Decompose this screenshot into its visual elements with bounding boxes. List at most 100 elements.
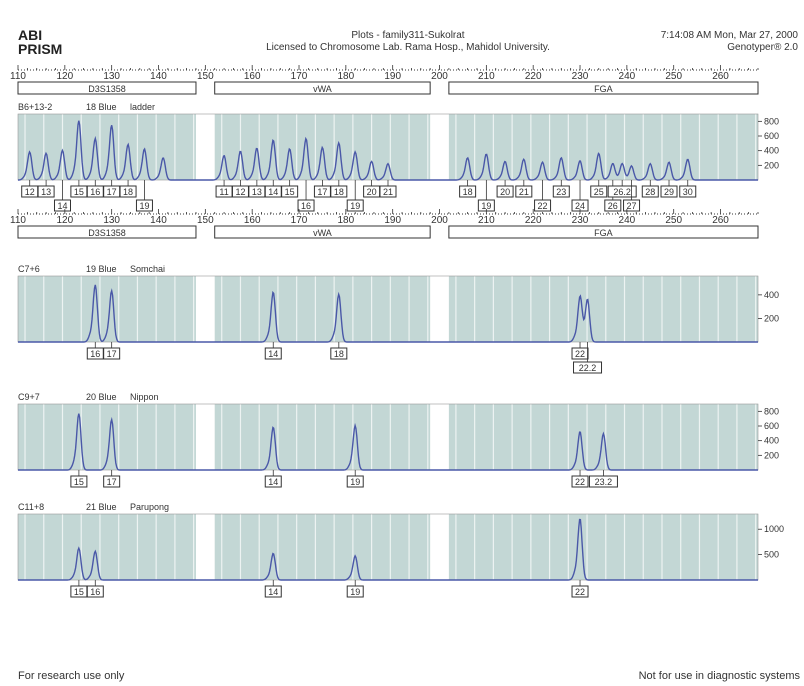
allele-call-box xyxy=(571,475,589,488)
allele-call-label: 13 xyxy=(252,187,262,197)
x-tick-label: 190 xyxy=(384,215,401,226)
allele-call-box xyxy=(459,185,477,198)
allele-call-box xyxy=(679,185,697,198)
allele-call-box xyxy=(346,585,364,598)
x-tick-label: 150 xyxy=(197,71,214,82)
sample-lane: 21 Blue xyxy=(86,502,117,512)
allele-call-label: 11 xyxy=(219,187,228,197)
sample-panel-1: B6+13-2 18 Blue ladder 800 600 400 200 12 13 14 15… xyxy=(17,102,779,212)
allele-call-box xyxy=(573,361,603,374)
allele-call-label: 12 xyxy=(235,187,245,197)
allele-call-label: 18 xyxy=(123,187,133,197)
bin-shading xyxy=(448,276,758,342)
x-tick-label: 250 xyxy=(665,71,682,82)
allele-call-label: 17 xyxy=(107,187,117,197)
allele-call-label: 12 xyxy=(25,187,35,197)
bin-shading xyxy=(448,404,758,470)
allele-call-box xyxy=(607,185,637,198)
allele-call-label: 14 xyxy=(268,187,278,197)
allele-call-label: 16 xyxy=(90,587,100,597)
allele-call-label: 26.2 xyxy=(613,187,631,197)
allele-call-box xyxy=(119,185,137,198)
allele-call-label: 28 xyxy=(645,187,655,197)
allele-call-box xyxy=(86,585,104,598)
x-tick-label: 200 xyxy=(431,215,448,226)
allele-call-label: 16 xyxy=(301,201,311,211)
x-tick-label: 180 xyxy=(338,71,355,82)
bin-shading xyxy=(448,114,758,180)
allele-call-label: 20 xyxy=(500,187,510,197)
x-tick-label: 220 xyxy=(525,215,542,226)
sample-name: Nippon xyxy=(130,392,159,402)
allele-call-label: 14 xyxy=(268,349,278,359)
allele-call-label: 23.2 xyxy=(595,477,613,487)
x-tick-label: 230 xyxy=(572,215,589,226)
sample-id: C9+7 xyxy=(18,392,40,402)
allele-call-label: 19 xyxy=(481,201,491,211)
allele-call-label: 25 xyxy=(594,187,604,197)
allele-call-label: 15 xyxy=(285,187,295,197)
sample-panel-2: C7+6 19 Blue Somchai 400 200 16 17 14 18 22 22.2 xyxy=(17,264,779,374)
allele-call-box xyxy=(37,185,55,198)
allele-call-label: 17 xyxy=(317,187,327,197)
sample-lane: 18 Blue xyxy=(86,102,117,112)
sample-id: C7+6 xyxy=(18,264,40,274)
allele-call-label: 20 xyxy=(367,187,377,197)
allele-call-label: 18 xyxy=(334,349,344,359)
x-tick-label: 220 xyxy=(525,71,542,82)
x-tick-label: 140 xyxy=(150,215,167,226)
x-tick-label: 110 xyxy=(10,215,26,226)
allele-call-box xyxy=(297,199,315,212)
locus-box-d3s1358 xyxy=(17,81,197,95)
allele-call-box xyxy=(660,185,678,198)
allele-call-label: 14 xyxy=(268,477,278,487)
allele-call-box xyxy=(346,199,364,212)
axis-block-top: 110 120 130 140 150 160 170 180 190 200 210 220 230 2… xyxy=(10,65,759,95)
y-tick-label: 200 xyxy=(764,450,779,460)
software-version: Genotyper® 2.0 xyxy=(727,42,798,53)
allele-call-label: 14 xyxy=(57,201,67,211)
y-tick-label: 600 xyxy=(764,131,779,141)
allele-call-label: 21 xyxy=(519,187,529,197)
bin-shading xyxy=(214,404,431,470)
x-tick-label: 210 xyxy=(478,215,495,226)
allele-call-label: 29 xyxy=(664,187,674,197)
sample-name: ladder xyxy=(130,102,155,112)
allele-call-box xyxy=(103,475,121,488)
x-tick-label: 170 xyxy=(291,215,308,226)
allele-call-label: 22.2 xyxy=(579,363,597,373)
sample-lane: 20 Blue xyxy=(86,392,117,402)
y-tick-label: 1000 xyxy=(764,524,784,534)
allele-call-box xyxy=(552,185,570,198)
trace-line xyxy=(18,284,758,343)
bin-shading xyxy=(214,514,431,580)
allele-call-label: 15 xyxy=(74,187,84,197)
allele-call-label: 24 xyxy=(575,201,585,211)
allele-call-box xyxy=(330,347,348,360)
locus-label: D3S1358 xyxy=(88,84,126,94)
footer-not-diagnostic: Not for use in diagnostic systems xyxy=(638,670,800,682)
y-tick-label: 500 xyxy=(764,550,779,560)
y-tick-label: 200 xyxy=(764,160,779,170)
allele-call-label: 22 xyxy=(538,201,548,211)
sample-panel-3: C9+7 20 Blue Nippon 800 600 400 200 15 17 14 19 22 2… xyxy=(17,392,779,488)
x-tick-label: 130 xyxy=(103,71,120,82)
allele-call-label: 26 xyxy=(608,201,618,211)
sample-panel-4: C11+8 21 Blue Parupong 1000 500 15 16 14 19 22 xyxy=(17,502,784,598)
allele-call-label: 16 xyxy=(90,187,100,197)
allele-call-label: 13 xyxy=(41,187,51,197)
y-tick-label: 400 xyxy=(764,436,779,446)
x-tick-label: 250 xyxy=(665,215,682,226)
sample-name: Somchai xyxy=(130,264,165,274)
sample-id: C11+8 xyxy=(18,502,44,512)
locus-label: FGA xyxy=(594,228,613,238)
bin-shading xyxy=(448,514,758,580)
allele-call-label: 19 xyxy=(350,587,360,597)
y-tick-label: 400 xyxy=(764,146,779,156)
allele-call-box xyxy=(590,185,608,198)
sample-id: B6+13-2 xyxy=(18,102,52,112)
locus-box-vwa xyxy=(214,225,431,239)
plot-area: 110 120 130 140 150 160 170 180 190 200 210 220 230 2… xyxy=(10,65,784,598)
allele-call-box xyxy=(135,199,153,212)
footer-research-use: For research use only xyxy=(18,670,125,682)
